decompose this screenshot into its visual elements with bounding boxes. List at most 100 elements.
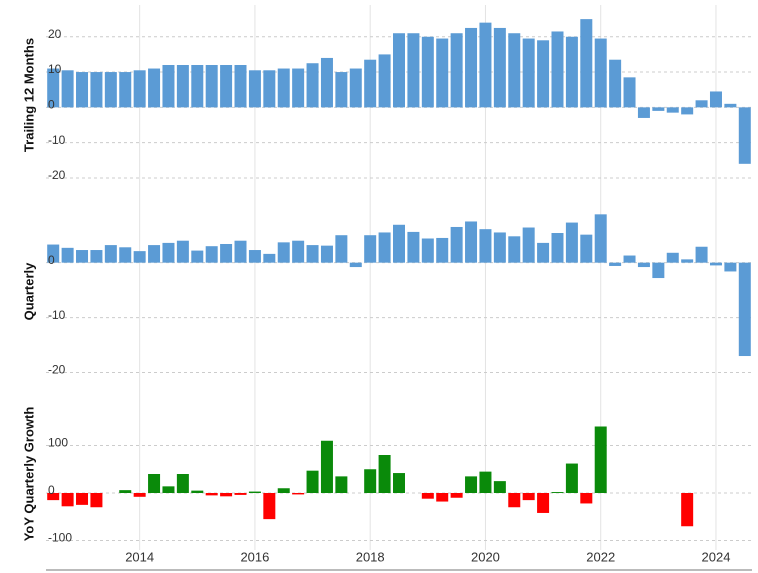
bar [479,471,492,493]
bar [407,231,420,263]
bar [493,481,506,493]
bar [220,65,233,108]
y-tick-label: -20 [48,168,66,182]
x-tick-label: 2024 [702,549,731,564]
bar [176,240,189,263]
bar [479,22,492,108]
bar [393,224,405,263]
bar [47,493,60,501]
bar [465,27,478,108]
bar [234,240,247,263]
bar [335,476,348,493]
bar [248,250,261,263]
y-tick-label: -10 [48,133,66,147]
bar [594,38,607,108]
bar [738,107,751,164]
y-tick-label: 20 [48,27,62,41]
bar [378,54,391,108]
bar [695,100,708,108]
bar [724,262,737,272]
bar [738,262,751,357]
bar [565,36,578,108]
bar [349,68,362,108]
bar [623,77,636,108]
bar [104,72,117,108]
bar [724,103,737,108]
y-tick-label: 0 [48,483,55,497]
bar [594,426,607,493]
bar [76,72,89,108]
bar [580,234,593,263]
bar [320,440,333,493]
bar [465,221,478,263]
bar [263,493,276,520]
bar [176,474,189,493]
y-tick-label: 100 [48,436,68,450]
bar [148,68,161,108]
y-tick-label: 0 [48,98,55,112]
bar [191,490,204,493]
bar [119,490,132,493]
bar [493,27,506,108]
bar [681,107,694,115]
bar [479,229,492,263]
y-axis-label: Trailing 12 Months [21,38,36,152]
bar [104,245,117,263]
bar [637,107,650,118]
y-axis-label: YoY Quarterly Growth [21,407,36,542]
y-tick-label: -10 [48,308,66,322]
bar [364,59,377,108]
bar [407,33,420,108]
bar [292,493,305,495]
bar [652,262,665,279]
y-axis-label: Quarterly [21,262,36,321]
bar [565,463,578,493]
bar [76,493,89,505]
bar [709,262,722,266]
bar [162,65,175,108]
bar [450,33,463,108]
x-tick-label: 2014 [125,549,154,564]
bar [378,232,391,263]
bar [508,33,521,108]
bar [133,251,146,263]
bar [421,493,434,499]
bar [421,36,434,108]
bar [609,59,622,108]
bar [522,493,535,501]
y-tick-label: 0 [48,253,55,267]
bar [306,470,319,493]
bar [537,493,550,513]
bar [90,493,103,508]
bar [90,250,103,263]
x-tick-label: 2016 [240,549,269,564]
x-tick-label: 2018 [356,549,385,564]
bar [234,493,247,495]
bar [162,486,175,493]
bar [537,242,550,263]
bar [292,240,305,263]
bar [436,493,449,502]
bar [320,57,333,108]
bar [652,107,665,111]
bar [609,262,622,266]
y-tick-label: -20 [48,363,66,377]
bar [277,242,290,263]
bar [335,235,348,263]
bar [148,245,161,263]
bar [248,491,261,493]
bar [220,493,233,497]
bar [234,65,247,108]
bar [191,65,204,108]
bar [205,246,218,263]
bar [393,473,405,493]
bar [47,68,60,108]
bar [148,474,161,493]
bar [335,72,348,108]
y-tick-label: -100 [48,531,72,545]
bar [76,250,89,263]
bar [320,245,333,263]
bar [681,493,694,527]
bar [565,222,578,263]
bar [292,68,305,108]
